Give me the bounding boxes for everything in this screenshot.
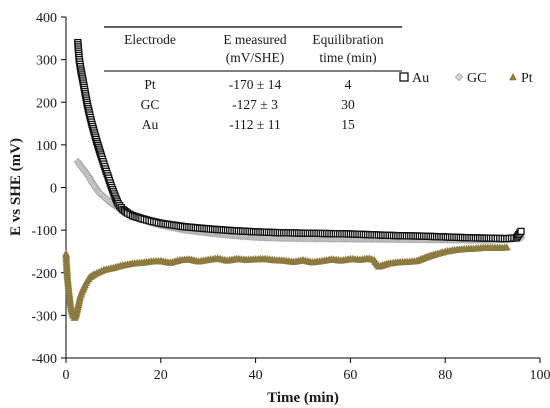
- y-tick-label: 200: [36, 96, 57, 111]
- table-header-cell: (mV/SHE): [226, 50, 285, 65]
- table-cell: -127 ± 3: [232, 97, 278, 112]
- legend-label-au: Au: [412, 71, 429, 86]
- legend-label-gc: GC: [467, 71, 486, 86]
- y-axis-title: E vs SHE (mV): [8, 138, 24, 236]
- table-cell: -170 ± 14: [229, 77, 282, 92]
- y-tick-label: 100: [36, 139, 57, 154]
- x-tick-label: 40: [249, 368, 263, 383]
- table-cell: Pt: [144, 77, 156, 92]
- data-point-pt: [502, 243, 511, 251]
- y-tick-label: -200: [31, 267, 57, 282]
- data-series: [61, 38, 526, 321]
- table-cell: -112 ± 11: [229, 117, 280, 132]
- y-tick-label: -400: [31, 352, 57, 367]
- legend: Au GC Pt: [399, 71, 533, 86]
- table-cell: Au: [142, 117, 159, 132]
- x-axis-ticks: 0 20 40 60 80 100: [63, 358, 550, 383]
- x-tick-label: 100: [530, 368, 550, 383]
- x-tick-label: 0: [63, 368, 70, 383]
- data-point-au: [517, 227, 525, 236]
- table-cell: 30: [341, 97, 355, 112]
- table-header-cell: E measured: [223, 32, 287, 47]
- legend-marker-au: [399, 72, 409, 82]
- inset-table: Electrode E measured (mV/SHE) Equilibration…: [104, 26, 402, 132]
- y-tick-label: 400: [36, 11, 57, 26]
- legend-item-pt: Pt: [508, 71, 533, 86]
- series-au: [74, 38, 525, 243]
- x-axis-title: Time (min): [267, 390, 339, 406]
- series-pt: [61, 243, 511, 321]
- table-header-cell: Electrode: [124, 32, 176, 47]
- axes: [65, 17, 540, 359]
- legend-item-gc: GC: [454, 71, 486, 86]
- table-cell: GC: [141, 97, 160, 112]
- table-cell: 15: [341, 117, 355, 132]
- y-tick-label: -100: [31, 224, 57, 239]
- y-axis-ticks: 400 300 200 100 0 -100 -200 -300 -400: [31, 11, 66, 367]
- x-tick-label: 80: [438, 368, 452, 383]
- table-header-cell: Equilibration: [312, 32, 383, 47]
- legend-item-au: Au: [399, 71, 429, 86]
- y-tick-label: 0: [50, 182, 57, 197]
- legend-marker-pt: [508, 72, 518, 81]
- table-cell: 4: [345, 77, 352, 92]
- x-tick-label: 60: [343, 368, 357, 383]
- y-tick-label: 300: [36, 54, 57, 69]
- x-tick-label: 20: [154, 368, 168, 383]
- legend-label-pt: Pt: [521, 71, 533, 86]
- legend-marker-gc: [454, 72, 464, 82]
- table-header-cell: time (min): [319, 50, 376, 65]
- y-tick-label: -300: [31, 309, 57, 324]
